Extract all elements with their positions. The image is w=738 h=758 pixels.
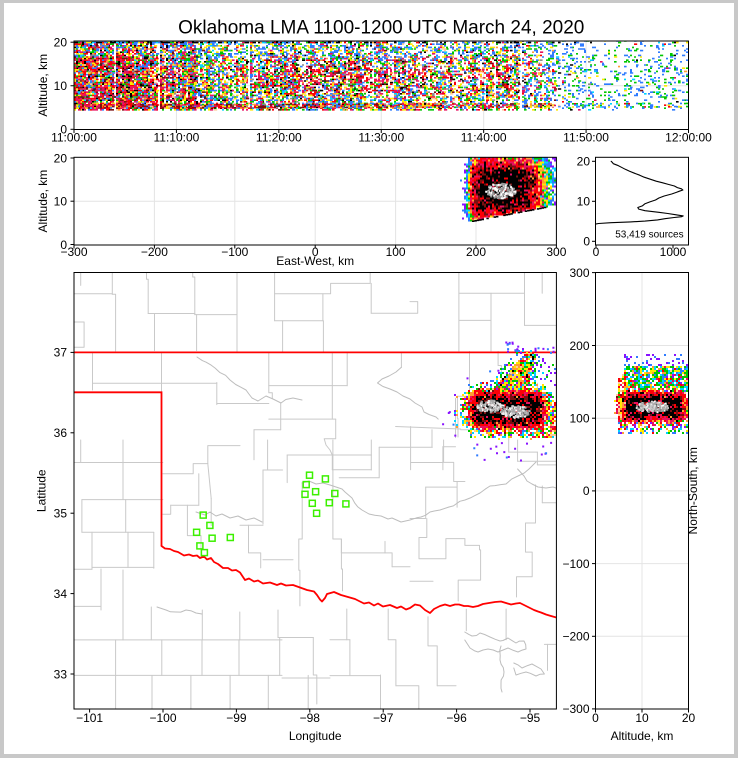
svg-text:−200: −200 (141, 245, 168, 259)
svg-text:37: 37 (54, 346, 68, 360)
svg-text:10: 10 (635, 711, 649, 725)
svg-text:100: 100 (386, 245, 406, 259)
svg-text:0: 0 (312, 245, 319, 259)
svg-text:10: 10 (54, 195, 68, 209)
svg-text:11:00:00: 11:00:00 (51, 131, 97, 145)
svg-text:34: 34 (54, 587, 68, 601)
svg-text:East-West, km: East-West, km (276, 254, 354, 268)
svg-text:11:50:00: 11:50:00 (563, 131, 609, 145)
svg-text:11:40:00: 11:40:00 (461, 131, 507, 145)
svg-text:Oklahoma LMA 1100-1200 UTC Mar: Oklahoma LMA 1100-1200 UTC March 24, 202… (178, 18, 584, 39)
svg-text:−300: −300 (562, 702, 589, 716)
svg-text:North-South, km: North-South, km (686, 447, 700, 534)
svg-text:10: 10 (577, 195, 591, 209)
svg-text:20: 20 (577, 155, 591, 169)
svg-text:300: 300 (546, 245, 566, 259)
svg-text:−200: −200 (562, 630, 589, 644)
svg-text:0: 0 (583, 484, 590, 498)
svg-text:−99: −99 (226, 711, 247, 725)
svg-text:−101: −101 (76, 711, 103, 725)
svg-text:11:30:00: 11:30:00 (358, 131, 404, 145)
svg-text:−98: −98 (300, 711, 321, 725)
svg-text:12:00:00: 12:00:00 (665, 131, 712, 145)
svg-text:300: 300 (569, 266, 589, 280)
svg-text:200: 200 (569, 339, 589, 353)
svg-text:0: 0 (60, 123, 67, 137)
svg-text:Latitude: Latitude (35, 469, 49, 512)
svg-text:11:20:00: 11:20:00 (256, 131, 302, 145)
svg-text:0: 0 (592, 711, 599, 725)
svg-text:53,419 sources: 53,419 sources (615, 230, 683, 241)
svg-text:−300: −300 (60, 245, 87, 259)
svg-text:100: 100 (569, 412, 589, 426)
svg-text:10: 10 (54, 79, 68, 93)
svg-text:35: 35 (54, 507, 68, 521)
svg-text:−96: −96 (446, 711, 467, 725)
svg-text:0: 0 (593, 245, 600, 259)
svg-text:−95: −95 (520, 711, 541, 725)
svg-text:Altitude, km: Altitude, km (611, 729, 674, 743)
svg-text:Altitude, km: Altitude, km (36, 170, 50, 233)
svg-text:33: 33 (54, 667, 68, 681)
svg-text:0: 0 (60, 238, 67, 252)
svg-text:−100: −100 (149, 711, 176, 725)
svg-text:20: 20 (54, 36, 68, 50)
svg-text:−97: −97 (373, 711, 394, 725)
svg-text:36: 36 (54, 426, 68, 440)
svg-text:20: 20 (682, 711, 696, 725)
svg-text:11:10:00: 11:10:00 (154, 131, 200, 145)
svg-text:Altitude, km: Altitude, km (36, 54, 50, 117)
svg-text:20: 20 (54, 151, 68, 165)
svg-text:200: 200 (466, 245, 486, 259)
svg-text:Longitude: Longitude (289, 729, 342, 743)
svg-text:−100: −100 (562, 557, 589, 571)
svg-text:1000: 1000 (660, 245, 687, 259)
svg-text:−100: −100 (221, 245, 248, 259)
svg-text:0: 0 (583, 235, 590, 249)
